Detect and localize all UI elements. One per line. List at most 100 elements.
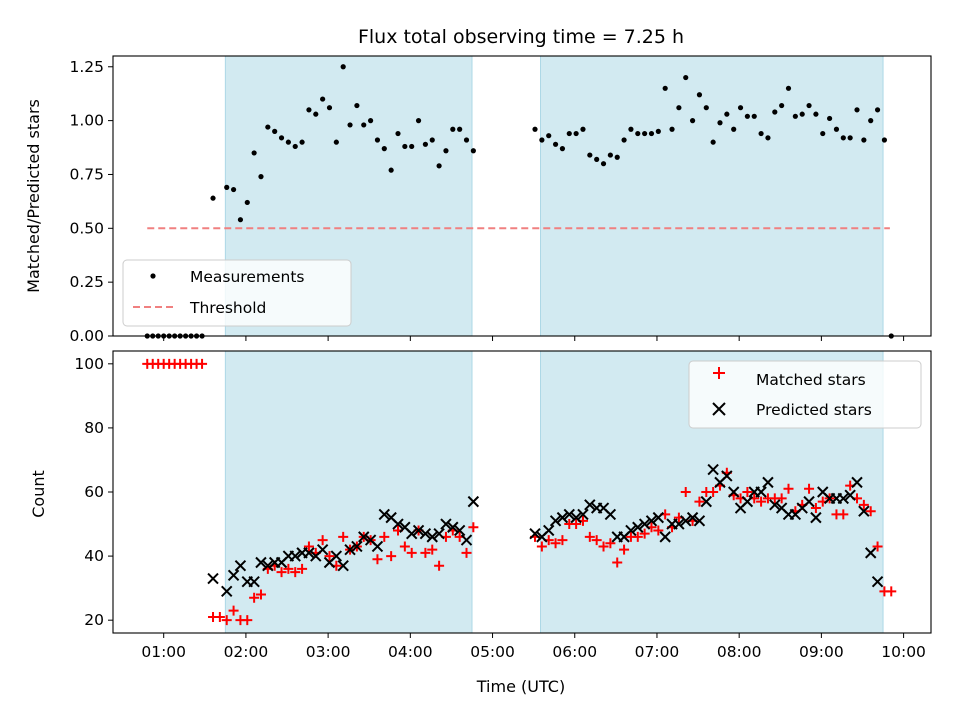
measurement-point [402, 143, 408, 150]
predicted-point [234, 559, 247, 572]
measurement-point [552, 141, 559, 147]
measurement-point [559, 146, 566, 152]
predicted-point [303, 547, 315, 559]
matched-point [379, 531, 390, 542]
measurement-point [874, 107, 881, 113]
predicted-point [686, 511, 699, 524]
predicted-point [673, 518, 685, 530]
predicted-point [858, 505, 870, 517]
p0-y-axis: 0.00 0.25 0.50 0.75 1.00 1.25 [69, 58, 113, 345]
predicted-point [741, 495, 754, 508]
p1-y-axis: 20 40 60 80 100 [74, 355, 113, 629]
measurement-point [436, 163, 442, 169]
matched-point [324, 551, 335, 562]
predicted-point [371, 540, 384, 553]
measurement-point [785, 85, 792, 91]
measurement-point [422, 141, 429, 147]
p0-legend: Measurements Threshold [122, 259, 352, 327]
measurement-point [696, 92, 703, 98]
measurement-point [833, 126, 840, 132]
predicted-point [851, 476, 863, 489]
matched-point [742, 487, 753, 497]
matched-point [317, 535, 328, 546]
predicted-point [358, 531, 370, 543]
y-tick-label: 80 [84, 419, 104, 437]
measurement-point [224, 184, 230, 190]
predicted-point [625, 524, 637, 537]
predicted-point [680, 515, 692, 527]
matched-point [783, 483, 794, 494]
predicted-point [351, 540, 363, 553]
p0-legend-measurements: Measurements [190, 268, 305, 286]
p0-y-axis-label: Matched/Predicted stars [24, 99, 43, 293]
matched-point [838, 509, 849, 520]
measurement-point [457, 126, 463, 132]
p0-legend-threshold: Threshold [189, 299, 266, 317]
measurement-point [683, 74, 689, 81]
measurement-point [285, 139, 291, 145]
predicted-point [467, 495, 480, 508]
matched-point [776, 493, 787, 504]
y-tick-label: 1.00 [69, 112, 104, 130]
matched-point [283, 563, 294, 574]
matched-point [197, 358, 208, 369]
matched-point [639, 528, 650, 539]
y-tick-label: 40 [84, 547, 104, 565]
predicted-point [337, 559, 349, 572]
measurement-point [648, 130, 655, 137]
matched-point [708, 487, 719, 497]
measurement-point [388, 167, 394, 173]
measurement-point [827, 115, 833, 122]
measurement-point [607, 152, 613, 158]
matched-point [461, 547, 472, 558]
measurement-point [292, 143, 298, 150]
measurement-point [820, 130, 826, 137]
x-tick-label: 07:00 [635, 643, 680, 661]
y-tick-label: 20 [84, 611, 104, 629]
predicted-point [440, 518, 452, 530]
measurement-point [594, 156, 600, 162]
measurement-point [230, 186, 237, 193]
y-tick-label: 60 [84, 483, 104, 501]
matched-point [557, 535, 568, 546]
matched-point [571, 519, 582, 530]
measurement-point [210, 195, 216, 201]
measurement-point [710, 139, 716, 145]
predicted-point [693, 515, 706, 527]
p0-series [144, 64, 894, 339]
measurement-point [320, 96, 326, 102]
matched-point [386, 551, 397, 562]
predicted-point [721, 470, 733, 482]
measurement-point [799, 111, 805, 117]
matched-point [858, 499, 869, 510]
measurement-point [299, 139, 305, 145]
predicted-point [755, 486, 767, 498]
predicted-point [865, 547, 877, 559]
predicted-point [543, 524, 555, 537]
measurement-point [374, 137, 381, 143]
measurement-point [361, 122, 367, 128]
predicted-point [207, 572, 219, 585]
measurement-point [395, 130, 401, 137]
predicted-point [577, 508, 589, 521]
measurement-point [655, 128, 661, 134]
predicted-point [529, 527, 541, 540]
matched-point [276, 567, 287, 578]
predicted-point [316, 543, 329, 556]
chart-title: Flux total observing time = 7.25 h [358, 26, 684, 48]
p1-x-axis: 01:00 02:00 03:00 04:00 05:00 06:00 07:00 08:00… [141, 633, 926, 661]
predicted-point [453, 524, 466, 537]
shaded-interval [224, 350, 473, 634]
matched-point [228, 605, 239, 616]
predicted-point [803, 495, 815, 508]
predicted-point [221, 585, 233, 598]
measurement-point [676, 105, 682, 111]
measurement-point [703, 105, 709, 111]
matched-point [420, 547, 431, 558]
measurement-point [354, 102, 360, 109]
p0-legend-dot-icon [150, 273, 156, 279]
p1-axes-frame [112, 350, 932, 634]
measurement-point [340, 64, 346, 70]
measurement-point [237, 217, 244, 223]
